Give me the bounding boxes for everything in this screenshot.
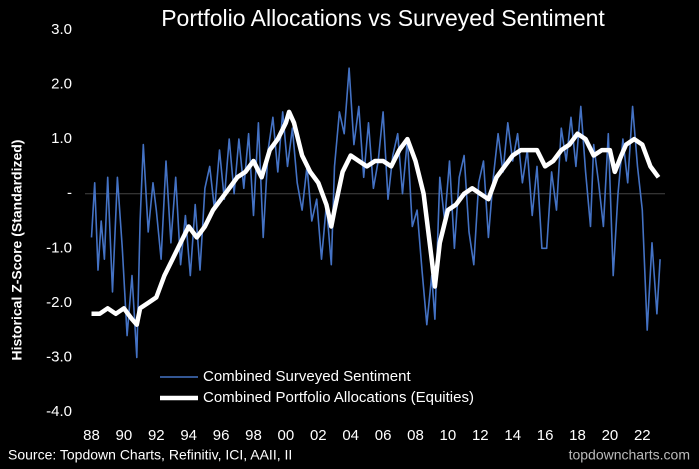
series-line [90,67,661,359]
x-tick-label: 92 [148,427,165,444]
chart-title: Portfolio Allocations vs Surveyed Sentim… [161,5,605,31]
x-tick-label: 94 [180,427,197,444]
legend-label: Combined Surveyed Sentiment [203,368,411,385]
x-tick-label: 00 [278,427,295,444]
x-tick-label: 14 [504,427,521,444]
x-tick-label: 04 [342,427,359,444]
y-tick-label: -4.0 [46,403,72,420]
y-tick-label: 1.0 [51,130,72,147]
x-tick-label: 20 [602,427,619,444]
x-tick-label: 18 [569,427,586,444]
legend-label: Combined Portfolio Allocations (Equities… [203,389,474,406]
y-tick-label: -1.0 [46,239,72,256]
watermark: topdowncharts.com [569,447,690,463]
x-tick-label: 88 [83,427,100,444]
x-tick-label: 10 [440,427,457,444]
x-tick-label: 98 [245,427,262,444]
x-tick-label: 22 [634,427,651,444]
y-tick-label: 3.0 [51,21,72,38]
x-tick-label: 12 [472,427,489,444]
y-tick-label: -3.0 [46,348,72,365]
x-tick-label: 06 [375,427,392,444]
x-tick-label: 16 [537,427,554,444]
x-tick-label: 08 [407,427,424,444]
y-tick-label: 2.0 [51,76,72,93]
y-tick-label: -2.0 [46,294,72,311]
y-axis-label: Historical Z-Score (Standardized) [9,140,25,361]
x-tick-label: 96 [213,427,230,444]
y-tick-label: - [67,185,72,202]
source: Source: Topdown Charts, Refinitiv, ICI, … [8,447,292,463]
series-line [91,109,661,327]
x-tick-label: 02 [310,427,327,444]
x-tick-label: 90 [116,427,133,444]
